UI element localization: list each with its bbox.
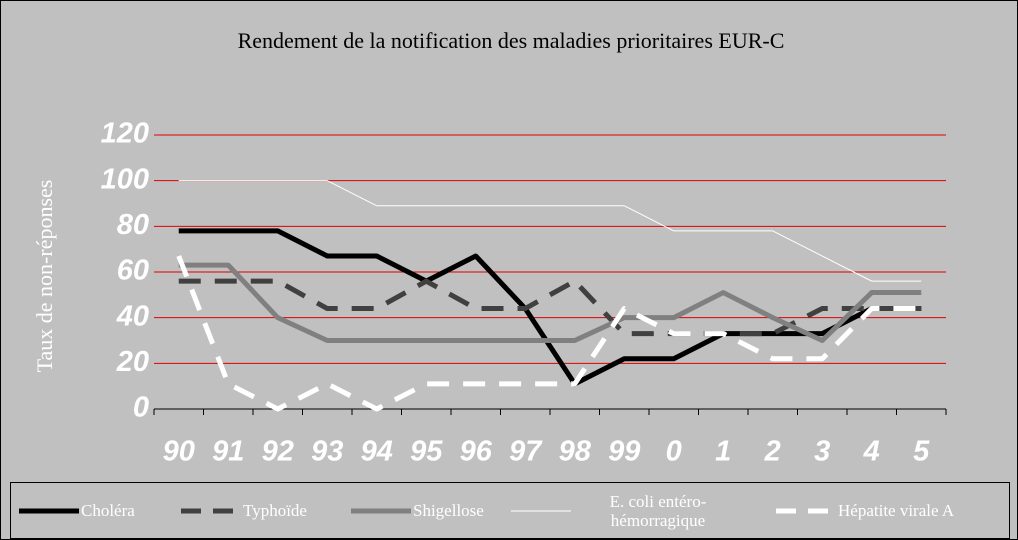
legend-label: Shigellose [413, 501, 484, 520]
y-axis-label: Taux de non-réponses [32, 180, 57, 373]
x-tick-label: 2 [764, 436, 781, 468]
legend-entry: Shigellose [351, 483, 484, 538]
x-tick-label: 96 [460, 436, 493, 468]
y-tick-label: 80 [117, 209, 149, 241]
series-line [178, 262, 922, 343]
y-tick-label: 100 [101, 163, 149, 195]
x-tick-label: 98 [559, 436, 592, 468]
x-tick-label: 92 [262, 436, 294, 468]
x-tick-label: 95 [410, 436, 443, 468]
legend-label: E. coli entéro-hémorragique [609, 491, 707, 530]
x-tick-label: 99 [608, 436, 640, 468]
legend-label: Typhoïde [243, 501, 307, 520]
legend-label: Choléra [81, 501, 135, 520]
x-tick-label: 97 [509, 436, 543, 468]
y-tick-label: 60 [117, 255, 149, 287]
x-tick-label: 94 [361, 436, 393, 468]
chart-title: Rendement de la notification des maladie… [238, 28, 785, 53]
plot: Rendement de la notification des maladie… [32, 28, 947, 468]
legend-label: Hépatite virale A [838, 501, 955, 520]
y-tick-label: 0 [133, 392, 149, 424]
x-tick-label: 3 [814, 436, 830, 468]
legend-swatch [181, 508, 241, 513]
x-tick-label: 4 [863, 436, 880, 468]
legend-entry: Choléra [19, 483, 135, 538]
x-tick-label: 1 [715, 436, 731, 468]
x-tick-label: 91 [212, 436, 244, 468]
y-tick-label: 20 [116, 346, 149, 378]
legend: Choléra Typhoïde Shigellose E. coli entéro-… [10, 482, 1010, 539]
series-line [178, 228, 922, 387]
series-line [178, 278, 922, 337]
y-tick-label: 40 [116, 300, 149, 332]
x-tick-label: 5 [913, 436, 930, 468]
y-tick-label: 120 [101, 118, 149, 150]
legend-swatch [776, 508, 836, 513]
legend-entry: Hépatite virale A [776, 483, 954, 538]
x-tick-label: 0 [666, 436, 682, 468]
series-line [178, 180, 922, 282]
x-tick-label: 93 [311, 436, 343, 468]
legend-entry: E. coli entéro-hémorragique [511, 483, 723, 538]
series-line [176, 255, 922, 412]
legend-swatch [511, 510, 571, 511]
legend-swatch [19, 508, 79, 513]
legend-swatch [351, 508, 411, 513]
legend-entry: Typhoïde [181, 483, 307, 538]
x-tick-label: 90 [163, 436, 195, 468]
